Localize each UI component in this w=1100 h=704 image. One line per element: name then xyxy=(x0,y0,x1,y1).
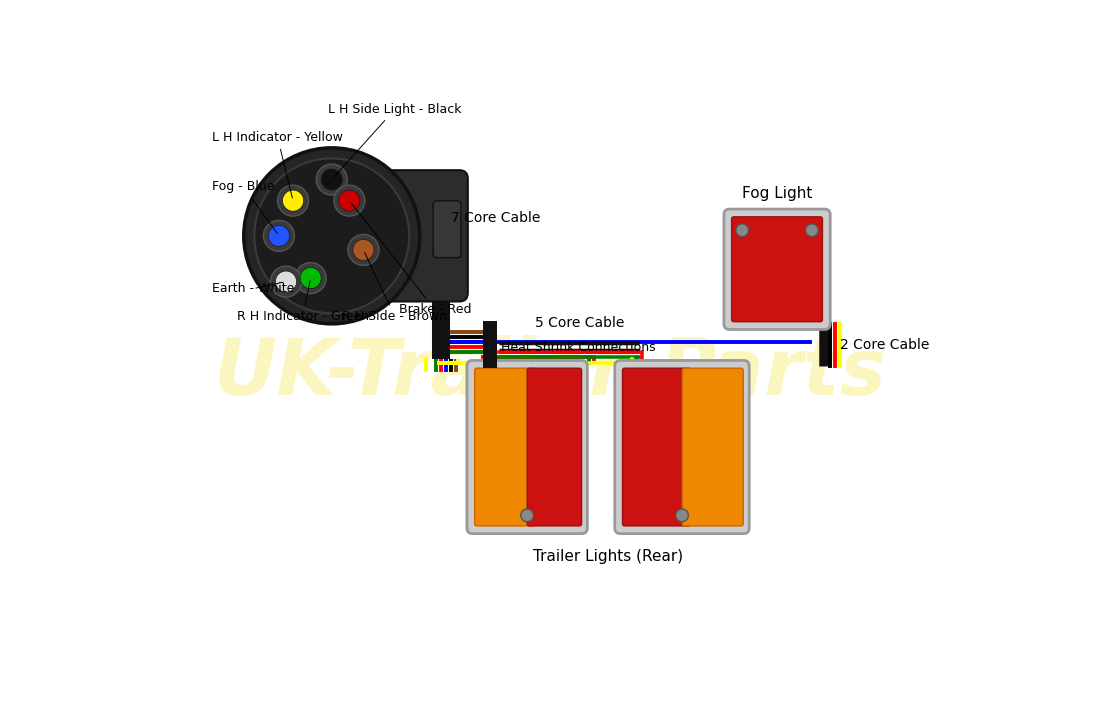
FancyBboxPatch shape xyxy=(732,217,823,322)
Text: 7 Core Cable: 7 Core Cable xyxy=(451,211,541,225)
Circle shape xyxy=(295,263,326,294)
Text: Fog - Blue: Fog - Blue xyxy=(212,180,277,234)
Text: L H Side Light - Black: L H Side Light - Black xyxy=(328,103,462,177)
Circle shape xyxy=(244,148,420,324)
Circle shape xyxy=(264,220,295,251)
FancyBboxPatch shape xyxy=(433,201,461,258)
Text: 2 Core Cable: 2 Core Cable xyxy=(840,338,929,352)
Circle shape xyxy=(317,164,348,195)
Circle shape xyxy=(805,224,818,237)
FancyBboxPatch shape xyxy=(466,360,587,534)
Circle shape xyxy=(736,224,748,237)
FancyBboxPatch shape xyxy=(724,209,830,329)
Circle shape xyxy=(300,268,321,289)
Text: Brake - Red: Brake - Red xyxy=(351,203,471,316)
Text: R H Indicator - Green: R H Indicator - Green xyxy=(236,281,368,323)
Text: 5 Core Cable: 5 Core Cable xyxy=(536,316,625,329)
Circle shape xyxy=(254,158,409,313)
Text: Earth - White: Earth - White xyxy=(212,282,295,295)
Circle shape xyxy=(271,266,301,297)
FancyBboxPatch shape xyxy=(623,368,691,526)
FancyBboxPatch shape xyxy=(376,170,468,301)
FancyBboxPatch shape xyxy=(682,368,744,526)
Circle shape xyxy=(353,239,374,260)
Circle shape xyxy=(675,509,689,522)
Circle shape xyxy=(520,509,534,522)
Text: Heat Shrink Connections: Heat Shrink Connections xyxy=(500,341,656,354)
Circle shape xyxy=(277,185,308,216)
FancyBboxPatch shape xyxy=(527,368,582,526)
FancyBboxPatch shape xyxy=(615,360,749,534)
Circle shape xyxy=(348,234,378,265)
Text: Fog Light: Fog Light xyxy=(741,186,812,201)
Text: R H Side - Brown: R H Side - Brown xyxy=(342,253,448,323)
Circle shape xyxy=(268,225,289,246)
FancyBboxPatch shape xyxy=(475,368,536,526)
Circle shape xyxy=(275,271,297,292)
Circle shape xyxy=(334,185,365,216)
Circle shape xyxy=(321,169,342,190)
Bar xyxy=(483,322,497,368)
Text: UK-Trailer-Parts: UK-Trailer-Parts xyxy=(213,335,887,411)
Text: Trailer Lights (Rear): Trailer Lights (Rear) xyxy=(534,549,683,564)
Circle shape xyxy=(283,190,304,211)
Circle shape xyxy=(339,190,360,211)
Text: L H Indicator - Yellow: L H Indicator - Yellow xyxy=(212,131,343,198)
